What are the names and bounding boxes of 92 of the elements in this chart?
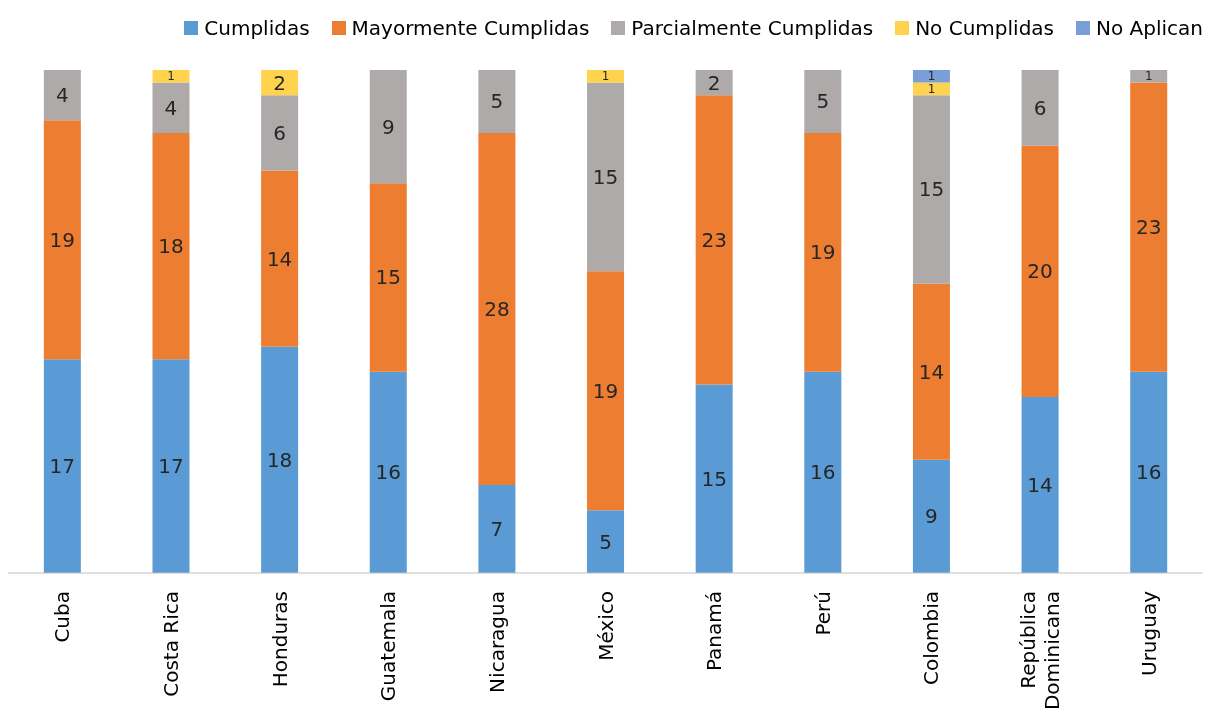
- bar: [1130, 70, 1168, 83]
- legend-label: Cumplidas: [204, 16, 310, 40]
- bar: [261, 346, 299, 573]
- data-label: 23: [1135, 215, 1162, 240]
- bar: [152, 82, 190, 133]
- x-tick-label: Guatemala: [376, 591, 401, 702]
- data-label: 19: [810, 240, 836, 265]
- bar: [695, 95, 733, 385]
- data-label: 4: [164, 95, 178, 120]
- data-label: 15: [918, 177, 945, 202]
- bar: [261, 70, 299, 96]
- bar: [261, 95, 299, 171]
- data-label: 15: [375, 265, 401, 290]
- data-label: 1: [927, 69, 936, 84]
- data-label: 1: [601, 69, 610, 84]
- data-label: 9: [925, 504, 938, 529]
- bar: [587, 510, 625, 573]
- x-tick-label: Cuba: [50, 591, 75, 643]
- bar: [695, 70, 733, 96]
- bar: [152, 359, 190, 573]
- data-label: 17: [49, 454, 76, 479]
- legend-label: No Cumplidas: [915, 16, 1055, 40]
- bar: [912, 70, 950, 83]
- x-tick-label: República Dominicana: [1016, 591, 1065, 711]
- bar: [804, 70, 842, 133]
- data-label: 16: [375, 460, 401, 485]
- data-label: 9: [381, 114, 395, 139]
- bar: [804, 132, 842, 372]
- bar: [587, 82, 625, 272]
- data-label: 19: [592, 378, 619, 403]
- data-label: 20: [1027, 259, 1053, 284]
- bar: [804, 371, 842, 573]
- bar: [1021, 70, 1059, 146]
- bar: [478, 132, 516, 485]
- bar: [43, 70, 81, 121]
- bar: [912, 283, 950, 460]
- data-label: 7: [490, 516, 504, 541]
- x-tick-label: México: [593, 591, 618, 661]
- data-label: 14: [266, 246, 293, 271]
- x-tick-label: Costa Rica: [158, 591, 183, 697]
- legend-label: Mayormente Cumplidas: [351, 16, 590, 40]
- data-label: 15: [701, 466, 727, 491]
- data-label: 18: [266, 447, 293, 472]
- x-tick-label: Colombia: [919, 591, 944, 685]
- bar: [261, 170, 299, 347]
- data-label: 14: [1027, 472, 1053, 497]
- bar: [912, 459, 950, 573]
- bar: [43, 120, 81, 360]
- data-label: 23: [701, 227, 727, 252]
- bar: [1021, 145, 1059, 397]
- data-label: 28: [484, 296, 510, 321]
- data-label: 6: [273, 120, 286, 145]
- legend-label: No Aplican: [1096, 16, 1203, 40]
- data-label: 16: [810, 460, 836, 485]
- x-tick-label: Uruguay: [1136, 590, 1161, 676]
- data-label: 5: [490, 89, 504, 114]
- bar: [369, 183, 407, 372]
- data-label: 17: [158, 454, 184, 479]
- data-label: 5: [816, 89, 830, 114]
- bar: [152, 132, 190, 360]
- bar: [912, 82, 950, 96]
- x-tick-label: Nicaragua: [484, 591, 509, 693]
- data-label: 6: [1033, 95, 1047, 120]
- bar: [1130, 371, 1168, 573]
- data-label: 1: [167, 69, 175, 84]
- legend-label: Parcialmente Cumplidas: [631, 16, 874, 40]
- bar: [152, 70, 190, 83]
- bar: [43, 359, 81, 573]
- data-label: 2: [273, 70, 286, 95]
- x-tick-label: Panamá: [702, 591, 727, 672]
- data-label: 15: [592, 164, 619, 189]
- bar: [1021, 396, 1059, 573]
- data-label: 5: [599, 529, 612, 554]
- bar: [478, 484, 516, 573]
- bar: [587, 70, 625, 83]
- bar: [912, 95, 950, 284]
- bar: [369, 371, 407, 573]
- data-label: 16: [1135, 460, 1162, 485]
- data-label: 1: [1144, 69, 1153, 84]
- bar: [1130, 82, 1168, 372]
- data-label: 19: [49, 227, 76, 252]
- bar: [369, 70, 407, 184]
- bar: [695, 384, 733, 573]
- x-tick-label: Honduras: [267, 591, 292, 688]
- x-tick-label: Perú: [810, 591, 835, 636]
- data-label: 2: [707, 70, 721, 95]
- data-label: 14: [918, 359, 945, 384]
- data-label: 4: [55, 83, 69, 108]
- bar: [478, 70, 516, 133]
- data-label: 18: [158, 234, 184, 259]
- data-label: 1: [927, 82, 936, 97]
- bar: [587, 271, 625, 511]
